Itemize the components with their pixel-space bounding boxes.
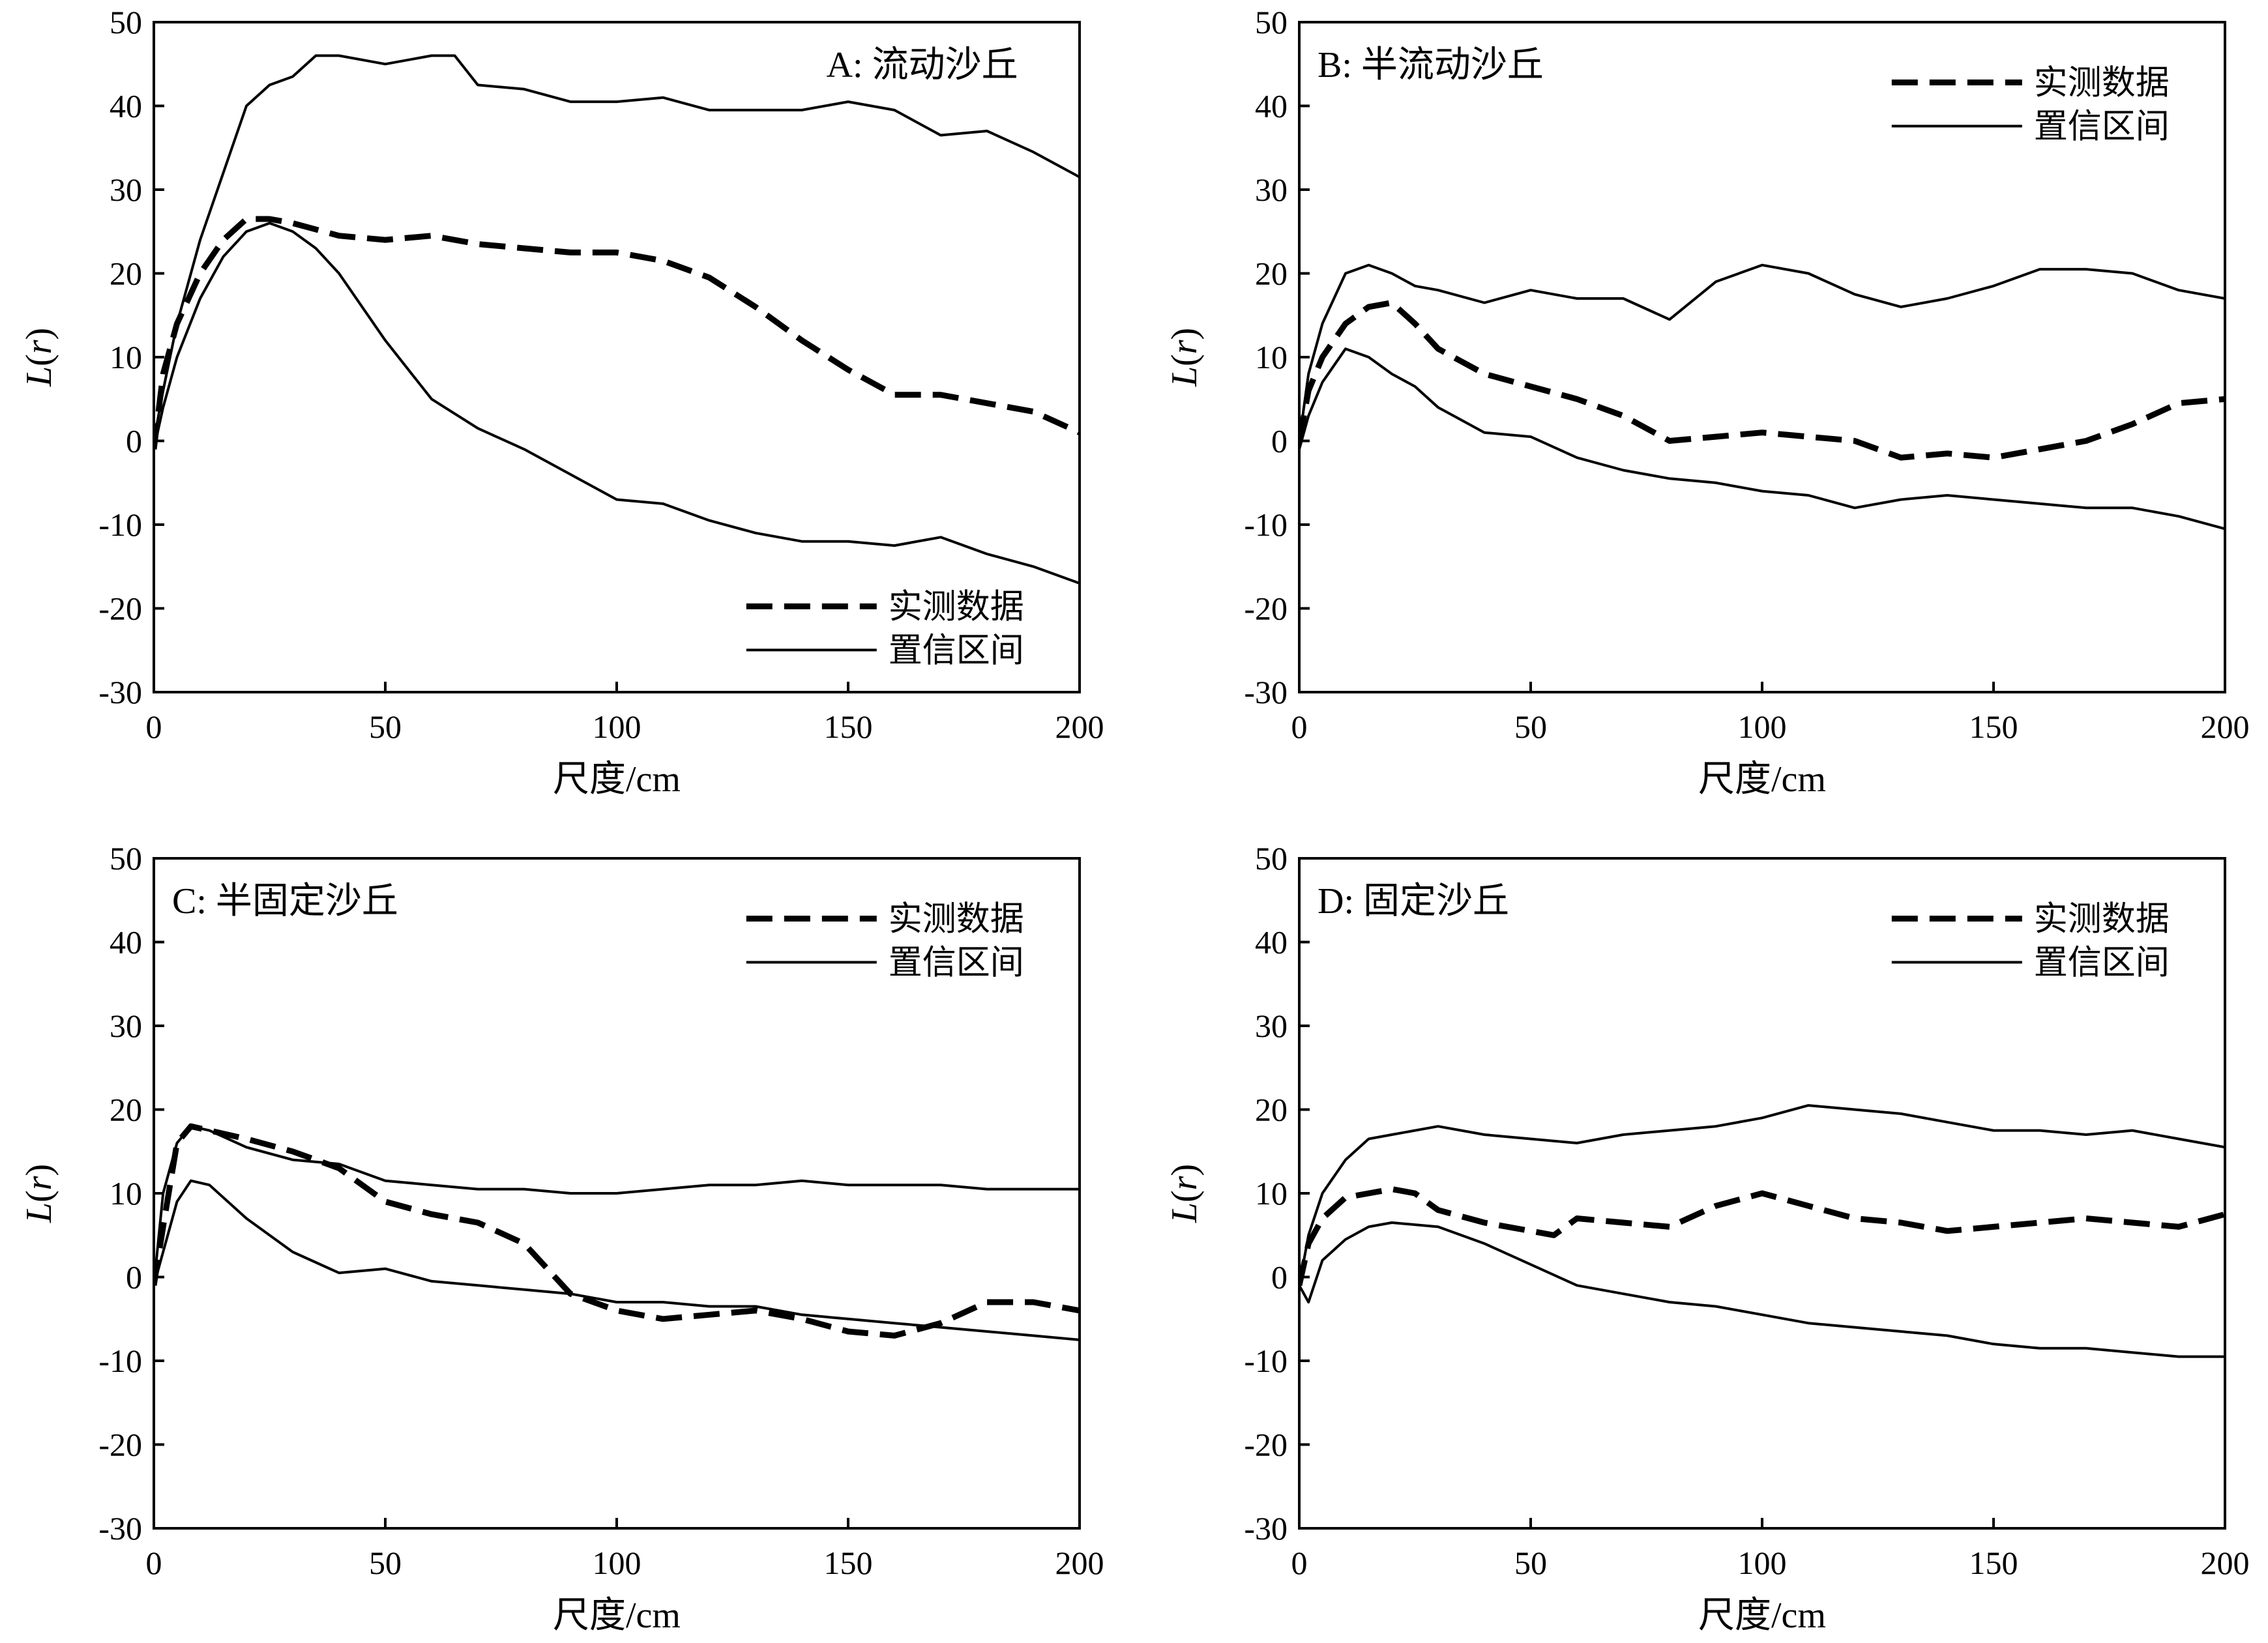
x-tick-label: 150 [824, 1545, 873, 1581]
y-tick-label: 10 [110, 1175, 142, 1212]
series-upper-envelope [1299, 1104, 2225, 1286]
y-tick-label: 20 [1255, 255, 1288, 292]
legend-label-observed: 实测数据 [889, 589, 1024, 626]
y-tick-label: -20 [1244, 590, 1288, 627]
x-tick-label: 150 [1969, 1545, 2018, 1581]
y-tick-label: 50 [1255, 4, 1288, 40]
y-tick-label: -20 [98, 1427, 142, 1463]
y-tick-label: 40 [1255, 924, 1288, 961]
y-tick-label: 10 [1255, 1175, 1288, 1212]
legend-label-envelope: 置信区间 [2034, 109, 2170, 146]
x-tick-label: 0 [1291, 708, 1308, 745]
series-upper-envelope [154, 1125, 1080, 1286]
panel-title: C: 半固定沙丘 [172, 881, 398, 922]
legend-label-envelope: 置信区间 [2034, 945, 2170, 982]
x-tick-label: 100 [593, 1545, 641, 1581]
y-tick-label: 40 [110, 88, 142, 124]
x-tick-label: 50 [1514, 1545, 1547, 1581]
x-tick-label: 200 [1055, 708, 1104, 745]
y-tick-label: 50 [1255, 840, 1288, 877]
series-observed [1299, 1186, 2225, 1287]
x-tick-label: 50 [369, 1545, 402, 1581]
x-tick-label: 200 [2201, 1545, 2250, 1581]
panel-title: D: 固定沙丘 [1318, 881, 1509, 922]
series-upper-envelope [1299, 263, 2225, 441]
x-axis-title: 尺度/cm [553, 759, 681, 800]
y-tick-label: 0 [1271, 423, 1288, 459]
y-axis-title: L(r) [19, 1164, 59, 1223]
x-tick-label: 100 [593, 708, 641, 745]
y-tick-label: 30 [110, 1008, 142, 1044]
x-tick-label: 50 [1514, 708, 1547, 745]
x-tick-label: 150 [824, 708, 873, 745]
x-tick-label: 200 [1055, 1545, 1104, 1581]
y-tick-label: 0 [126, 1259, 142, 1296]
y-tick-label: 10 [1255, 339, 1288, 375]
y-tick-label: 10 [110, 339, 142, 375]
y-axis-title: L(r) [1164, 1164, 1205, 1223]
x-axis-title: 尺度/cm [1698, 1595, 1826, 1636]
x-tick-label: 100 [1738, 708, 1787, 745]
x-tick-label: 200 [2201, 708, 2250, 745]
y-tick-label: 0 [126, 423, 142, 459]
series-observed [154, 1123, 1080, 1339]
legend-label-observed: 实测数据 [889, 901, 1024, 938]
x-tick-label: 150 [1969, 708, 2018, 745]
series-observed [154, 216, 1080, 450]
y-tick-label: 20 [1255, 1092, 1288, 1128]
y-tick-label: -30 [98, 1510, 142, 1547]
y-tick-label: 20 [110, 255, 142, 292]
series-lower-envelope [1299, 1221, 2225, 1358]
y-axis-title: L(r) [19, 328, 59, 387]
y-tick-label: -30 [98, 674, 142, 710]
series-lower-envelope [154, 222, 1080, 585]
legend-label-envelope: 置信区间 [889, 945, 1024, 982]
y-tick-label: 30 [110, 171, 142, 208]
x-tick-label: 0 [146, 708, 162, 745]
y-tick-label: 30 [1255, 1008, 1288, 1044]
x-tick-label: 0 [146, 1545, 162, 1581]
legend-label-observed: 实测数据 [2034, 65, 2170, 102]
y-tick-label: 40 [1255, 88, 1288, 124]
panel-title: B: 半流动沙丘 [1318, 45, 1544, 85]
legend-label-envelope: 置信区间 [889, 632, 1024, 669]
y-tick-label: 40 [110, 924, 142, 961]
y-tick-label: -10 [98, 506, 142, 543]
series-observed [1299, 300, 2225, 461]
series-lower-envelope [1299, 347, 2225, 531]
series-upper-envelope [154, 54, 1080, 441]
y-tick-label: 20 [110, 1092, 142, 1128]
y-tick-label: 0 [1271, 1259, 1288, 1296]
y-tick-label: 30 [1255, 171, 1288, 208]
x-axis-title: 尺度/cm [1698, 759, 1826, 800]
y-tick-label: -10 [1244, 1343, 1288, 1379]
panel-title: A: 流动沙丘 [827, 45, 1018, 85]
y-tick-label: -20 [1244, 1427, 1288, 1463]
y-tick-label: 50 [110, 840, 142, 877]
y-tick-label: -30 [1244, 674, 1288, 710]
y-tick-label: -10 [1244, 506, 1288, 543]
x-tick-label: 0 [1291, 1545, 1308, 1581]
y-tick-label: -10 [98, 1343, 142, 1379]
y-tick-label: -30 [1244, 1510, 1288, 1547]
y-tick-label: 50 [110, 4, 142, 40]
series-lower-envelope [154, 1179, 1080, 1341]
x-tick-label: 100 [1738, 1545, 1787, 1581]
legend-label-observed: 实测数据 [2034, 901, 2170, 938]
y-tick-label: -20 [98, 590, 142, 627]
y-axis-title: L(r) [1164, 328, 1205, 387]
x-axis-title: 尺度/cm [553, 1595, 681, 1636]
x-tick-label: 50 [369, 708, 402, 745]
